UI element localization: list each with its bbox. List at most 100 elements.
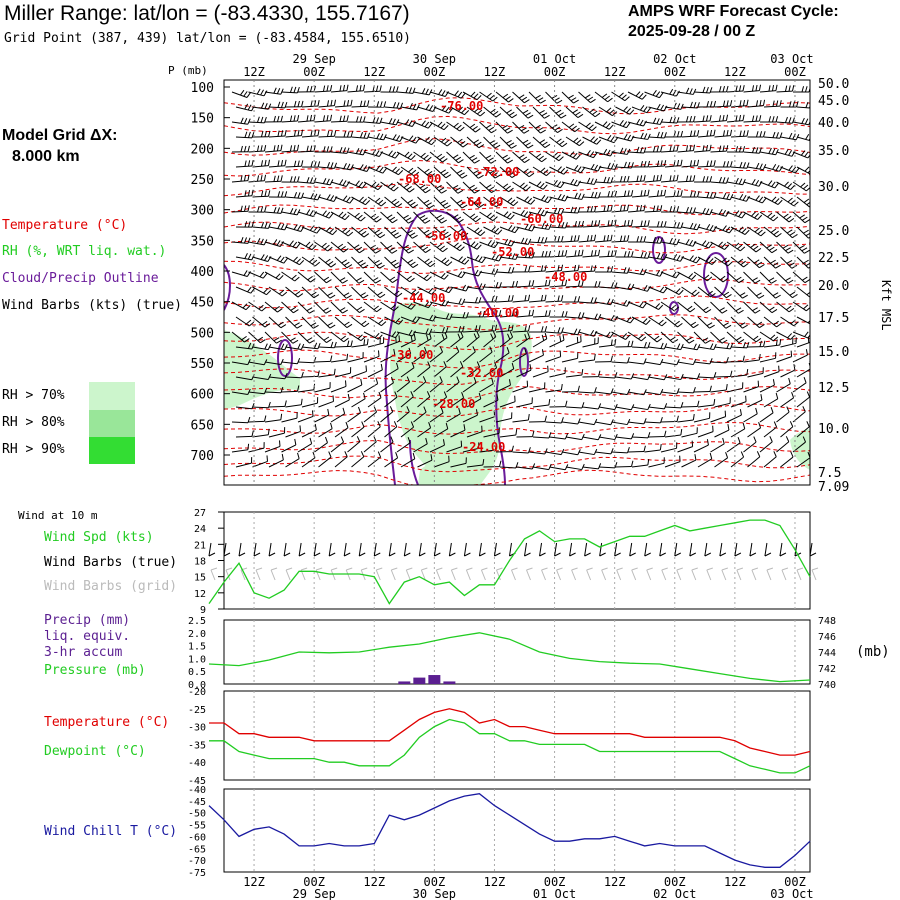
wind-barb <box>726 301 744 314</box>
wind-barb <box>644 236 663 244</box>
wind-barb <box>285 160 304 168</box>
wind-barb <box>512 151 530 164</box>
wind-barb <box>578 205 597 213</box>
wind-barb <box>714 316 732 329</box>
wind-barb <box>796 286 810 298</box>
cloud-outline-mid-cell <box>519 347 529 377</box>
wind-barb <box>367 101 387 108</box>
wind-barb <box>281 176 300 183</box>
wind-barb <box>429 346 443 363</box>
wind-barb <box>545 350 562 363</box>
wind-barb <box>615 340 634 348</box>
cloud-outline-west-edge <box>224 264 231 311</box>
wind-barb <box>433 196 451 209</box>
wind-barb <box>301 225 321 234</box>
true-wind-barb <box>539 542 546 557</box>
wind-barb <box>285 371 304 379</box>
temperature-contour <box>224 421 810 435</box>
wind-barb <box>565 433 585 441</box>
wind-barb <box>664 190 683 198</box>
wind-barb <box>512 181 531 192</box>
pressure-tick: 700 <box>191 449 214 464</box>
wind-barb <box>565 220 585 228</box>
wind-barb <box>763 286 781 299</box>
wind-barb <box>747 421 762 438</box>
temperature-tick: -30 <box>188 723 206 734</box>
wind-barb <box>809 331 810 333</box>
wind-barb <box>763 421 778 438</box>
wind-barb <box>545 384 563 393</box>
wind-barb <box>660 442 678 453</box>
wind-barb <box>664 316 683 328</box>
wind-barb <box>314 241 333 252</box>
wind-barb <box>747 367 764 378</box>
true-wind-barb <box>343 542 351 557</box>
wind-barb <box>380 348 396 363</box>
wind-barb <box>367 316 387 327</box>
model-grid-value: 8.000 km <box>12 148 80 165</box>
temperature-contour <box>224 367 810 386</box>
wind-barb <box>334 256 353 269</box>
wind-barb <box>528 294 547 303</box>
wind-barb <box>413 88 433 96</box>
wind-barb <box>483 394 499 408</box>
wind-barb <box>252 428 270 438</box>
wind-barb <box>693 412 711 423</box>
wind-barb <box>664 455 681 468</box>
wind-barb <box>281 385 300 393</box>
wind-barb <box>330 271 348 284</box>
wind-barb <box>285 398 303 408</box>
pressure-tick: 650 <box>191 418 214 433</box>
temperature-contour <box>224 331 810 351</box>
wind-barb <box>318 286 336 299</box>
wind-barb <box>499 429 518 438</box>
wind-barb <box>780 132 800 141</box>
wind-barb <box>297 241 317 251</box>
wind-barb <box>763 131 783 139</box>
wind-barb <box>582 249 601 258</box>
wind-barb <box>268 286 288 297</box>
wind-barb <box>664 286 684 295</box>
bottom-date-label: 29 Sep <box>292 887 335 900</box>
wind-barb <box>660 388 680 395</box>
wind-barb <box>730 395 747 408</box>
wind-barb <box>347 211 366 222</box>
wind-barb <box>396 329 416 337</box>
height-tick: 7.5 <box>818 466 841 481</box>
wind-barb <box>450 311 469 319</box>
wind-barb <box>726 85 745 93</box>
wind-barb <box>747 131 766 138</box>
wind-barb <box>677 239 697 247</box>
wind-barb <box>281 144 300 153</box>
wind-barb <box>512 347 527 363</box>
wind-barb <box>351 338 369 348</box>
wind-barb <box>582 136 602 145</box>
wind-barb <box>743 380 760 393</box>
wind-barb <box>747 316 765 329</box>
wind-barb <box>648 342 668 350</box>
true-wind-barb <box>629 542 636 557</box>
pressure-tick: 200 <box>191 142 214 157</box>
grid-wind-barb <box>255 567 263 581</box>
wind-barb <box>248 174 267 183</box>
wind-barb <box>413 181 431 194</box>
true-wind-barb <box>478 542 486 557</box>
wind-barb <box>380 271 398 284</box>
wind-barb <box>681 286 700 297</box>
wind-barb <box>730 451 745 468</box>
wind-barb <box>611 357 630 364</box>
true-wind-barb <box>704 542 712 557</box>
wind-barb <box>528 415 547 423</box>
wind-barb <box>268 316 287 329</box>
wind-barb <box>252 316 271 328</box>
grid-wind-barb <box>330 567 338 581</box>
wind-barb <box>314 210 334 219</box>
wind-barb <box>677 331 695 344</box>
wind-barb <box>479 324 498 333</box>
wind-barb <box>450 136 469 148</box>
wind-barb <box>301 286 320 299</box>
wind-barb <box>252 221 272 229</box>
wind-barb <box>796 362 810 378</box>
wind-barb <box>512 380 529 393</box>
bottom-date-label: 30 Sep <box>413 887 456 900</box>
